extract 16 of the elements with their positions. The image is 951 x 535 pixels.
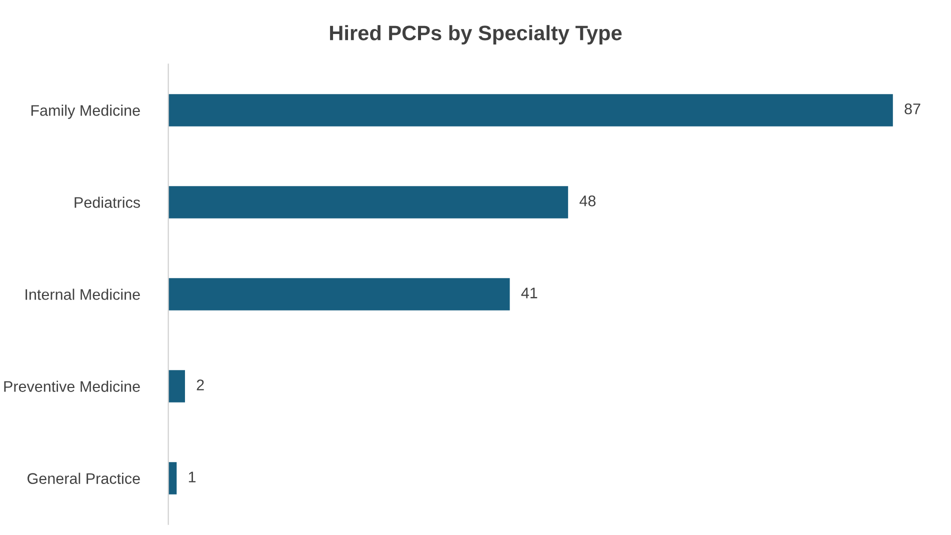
y-tick-label: Preventive Medicine [4, 380, 140, 392]
bar [168, 370, 185, 402]
data-label: 48 [580, 196, 596, 206]
chart-title: Hired PCPs by Specialty Type [330, 25, 622, 44]
y-tick-label: Internal Medicine [26, 288, 140, 300]
bar [168, 94, 893, 126]
y-tick-label: General Practice [28, 472, 140, 484]
bar [168, 278, 510, 310]
data-label: 87 [904, 103, 920, 114]
bar [168, 462, 177, 494]
data-label: 2 [196, 380, 204, 390]
bar [168, 186, 568, 218]
data-label: 1 [188, 472, 196, 482]
y-tick-label: Pediatrics [74, 196, 140, 208]
data-label: 41 [521, 288, 538, 298]
y-tick-label: Family Medicine [31, 104, 140, 119]
